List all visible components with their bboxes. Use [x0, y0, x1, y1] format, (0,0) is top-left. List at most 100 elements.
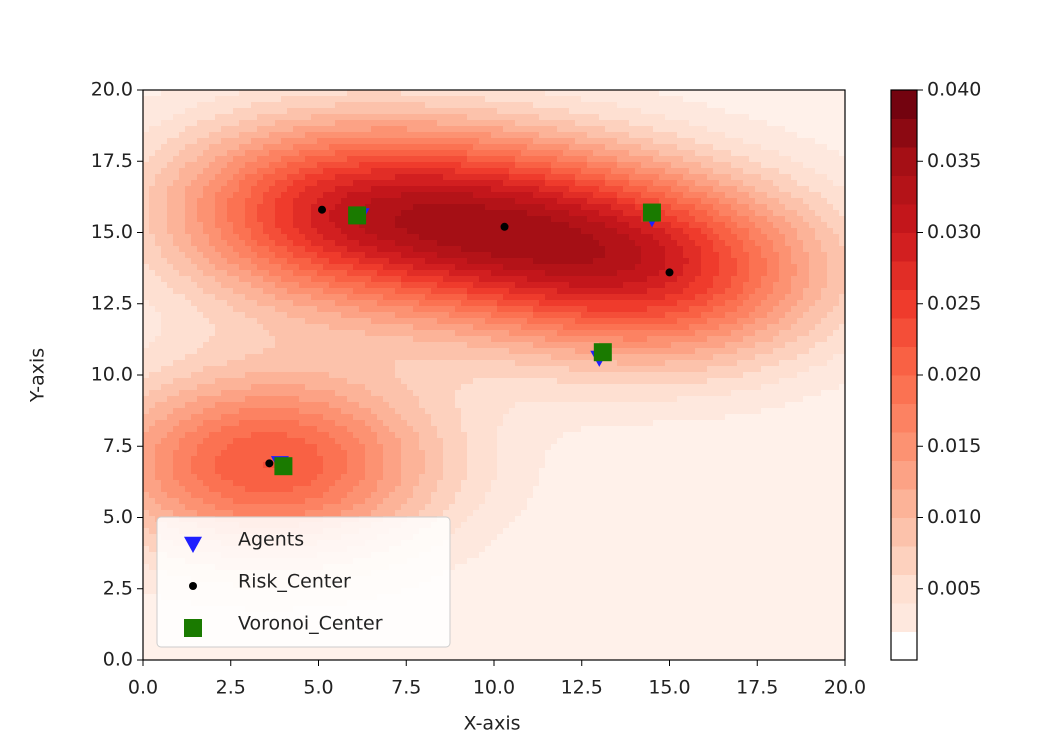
density-cell — [251, 336, 258, 343]
density-cell — [587, 300, 594, 307]
density-cell — [773, 198, 780, 205]
density-cell — [143, 186, 150, 193]
density-cell — [647, 300, 654, 307]
density-cell — [317, 192, 324, 199]
density-cell — [407, 108, 414, 115]
density-cell — [785, 144, 792, 151]
density-cell — [587, 342, 594, 349]
density-cell — [323, 198, 330, 205]
density-cell — [479, 186, 486, 193]
density-cell — [227, 156, 234, 163]
density-cell — [149, 90, 156, 97]
density-cell — [707, 198, 714, 205]
density-cell — [569, 234, 576, 241]
density-cell — [353, 96, 360, 103]
density-cell — [587, 228, 594, 235]
density-cell — [683, 270, 690, 277]
density-cell — [815, 234, 822, 241]
density-cell — [281, 90, 288, 97]
density-cell — [173, 234, 180, 241]
density-cell — [503, 216, 510, 223]
density-cell — [455, 90, 462, 97]
density-cell — [527, 342, 534, 349]
density-cell — [215, 138, 222, 145]
density-cell — [611, 294, 618, 301]
density-cell — [149, 186, 156, 193]
density-cell — [749, 174, 756, 181]
density-cell — [485, 96, 492, 103]
density-cell — [245, 186, 252, 193]
density-cell — [419, 120, 426, 127]
density-cell — [593, 216, 600, 223]
density-cell — [323, 132, 330, 139]
density-cell — [425, 336, 432, 343]
density-cell — [395, 252, 402, 259]
density-cell — [395, 186, 402, 193]
density-cell — [227, 342, 234, 349]
density-cell — [797, 96, 804, 103]
density-cell — [335, 288, 342, 295]
density-cell — [503, 150, 510, 157]
density-cell — [203, 108, 210, 115]
density-cell — [725, 234, 732, 241]
density-cell — [557, 108, 564, 115]
density-cell — [143, 324, 150, 331]
density-cell — [629, 330, 636, 337]
density-cell — [491, 126, 498, 133]
density-cell — [641, 288, 648, 295]
density-cell — [407, 264, 414, 271]
density-cell — [449, 300, 456, 307]
density-cell — [545, 336, 552, 343]
density-cell — [731, 276, 738, 283]
density-cell — [683, 228, 690, 235]
density-cell — [347, 228, 354, 235]
density-cell — [695, 156, 702, 163]
density-cell — [455, 336, 462, 343]
density-cell — [479, 168, 486, 175]
density-cell — [557, 180, 564, 187]
density-cell — [617, 264, 624, 271]
density-cell — [587, 240, 594, 247]
density-cell — [173, 336, 180, 343]
density-cell — [605, 264, 612, 271]
density-cell — [521, 264, 528, 271]
density-cell — [671, 282, 678, 289]
density-cell — [407, 126, 414, 133]
density-cell — [485, 138, 492, 145]
density-cell — [521, 282, 528, 289]
density-cell — [785, 156, 792, 163]
density-cell — [491, 210, 498, 217]
density-cell — [623, 138, 630, 145]
density-cell — [197, 90, 204, 97]
density-cell — [257, 192, 264, 199]
density-cell — [611, 276, 618, 283]
density-cell — [521, 156, 528, 163]
density-cell — [773, 102, 780, 109]
density-cell — [197, 294, 204, 301]
density-cell — [473, 240, 480, 247]
density-cell — [533, 126, 540, 133]
density-cell — [587, 210, 594, 217]
density-cell — [515, 228, 522, 235]
density-cell — [263, 174, 270, 181]
density-cell — [419, 228, 426, 235]
density-cell — [191, 240, 198, 247]
density-cell — [485, 258, 492, 265]
density-cell — [185, 192, 192, 199]
density-cell — [359, 96, 366, 103]
density-cell — [245, 306, 252, 313]
density-cell — [593, 210, 600, 217]
density-cell — [263, 342, 270, 349]
density-cell — [773, 156, 780, 163]
density-cell — [725, 312, 732, 319]
density-cell — [293, 234, 300, 241]
density-cell — [353, 336, 360, 343]
density-cell — [653, 288, 660, 295]
density-cell — [449, 138, 456, 145]
density-cell — [383, 216, 390, 223]
density-cell — [521, 138, 528, 145]
density-cell — [239, 156, 246, 163]
density-cell — [443, 234, 450, 241]
density-cell — [335, 198, 342, 205]
density-cell — [305, 264, 312, 271]
